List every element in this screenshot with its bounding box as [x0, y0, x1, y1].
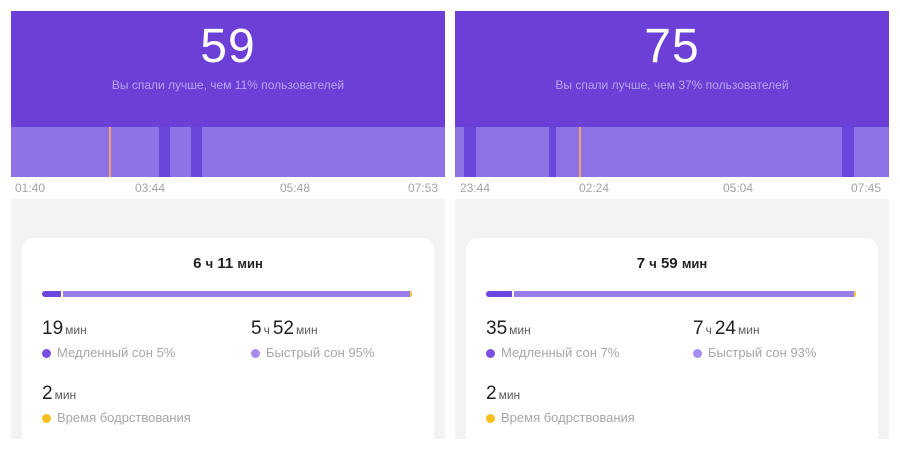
light-sleep-stat: 7 ч 24 мин Быстрый сон 93%	[693, 318, 816, 361]
total-sleep-duration: 7 ч 59 мин	[466, 255, 878, 272]
tick-label: 05:04	[723, 181, 754, 195]
minutes-unit: мин	[737, 323, 760, 337]
sleep-panel-left: 59 Вы спали лучше, чем 11% пользователей…	[11, 11, 445, 439]
hours-unit: ч	[205, 256, 214, 271]
deep-sleep-label: Медленный сон 5%	[57, 345, 176, 360]
sleep-panel-right: 75 Вы спали лучше, чем 37% пользователей…	[455, 11, 889, 439]
bar-light-sleep	[514, 291, 854, 297]
sleep-timeline[interactable]	[455, 127, 889, 177]
minutes-unit: мин	[681, 256, 708, 271]
bar-light-sleep	[63, 291, 410, 297]
awake-stat: 2 мин Время бодрствования	[486, 383, 635, 426]
deep-sleep-label: Медленный сон 7%	[501, 345, 620, 360]
deep-sleep-value: 19	[42, 318, 64, 339]
hours-unit: ч	[705, 323, 712, 337]
tick-label: 07:53	[408, 181, 439, 195]
timeline-axis: 23:44 02:24 05:04 07:45	[455, 177, 889, 199]
light-sleep-hours: 5	[251, 318, 262, 339]
sleep-score: 75	[644, 20, 700, 73]
bar-awake	[854, 291, 856, 297]
bar-gap	[61, 291, 63, 297]
timeline-axis: 01:40 03:44 05:48 07:53	[11, 177, 445, 199]
minutes-unit: мин	[295, 323, 318, 337]
deep-sleep-segment	[191, 127, 202, 177]
hours-unit: ч	[649, 256, 657, 271]
hours-unit: ч	[263, 323, 270, 337]
tick-label: 02:24	[579, 181, 610, 195]
deep-sleep-stat: 35 мин Медленный сон 7%	[486, 318, 619, 361]
light-sleep-dot-icon	[693, 348, 702, 358]
sleep-summary-card: 6 ч 11 мин 19 мин Медленный сон 5% 5 ч 52 ми…	[22, 238, 434, 439]
score-header: 75 Вы спали лучше, чем 37% пользователей	[455, 11, 889, 127]
light-sleep-dot-icon	[251, 348, 260, 358]
awake-dot-icon	[42, 413, 51, 423]
awake-label: Время бодрствования	[57, 410, 191, 425]
light-sleep-hours: 7	[693, 318, 704, 339]
light-sleep-label: Быстрый сон 95%	[266, 345, 375, 360]
total-minutes: 11	[217, 255, 234, 272]
awake-dot-icon	[486, 413, 495, 423]
awake-unit: мин	[54, 388, 77, 402]
deep-sleep-value: 35	[486, 318, 508, 339]
deep-sleep-dot-icon	[486, 348, 495, 358]
score-comparison: Вы спали лучше, чем 11% пользователей	[111, 78, 345, 92]
deep-sleep-unit: мин	[65, 323, 87, 337]
sleep-timeline[interactable]	[11, 127, 445, 177]
tick-label: 03:44	[135, 181, 166, 195]
deep-sleep-segment	[549, 127, 556, 177]
deep-sleep-dot-icon	[42, 348, 51, 358]
deep-sleep-segment	[159, 127, 170, 177]
light-sleep-minutes: 52	[272, 318, 294, 339]
score-comparison: Вы спали лучше, чем 37% пользователей	[555, 78, 789, 92]
deep-sleep-unit: мин	[509, 323, 531, 337]
awake-stat: 2 мин Время бодрствования	[42, 383, 191, 426]
sleep-phase-bar	[486, 291, 856, 297]
bar-deep-sleep	[486, 291, 512, 297]
total-hours: 7	[636, 255, 646, 272]
score-header: 59 Вы спали лучше, чем 11% пользователей	[11, 11, 445, 127]
deep-sleep-segment	[842, 127, 854, 177]
sleep-phase-bar	[42, 291, 412, 297]
sleep-score: 59	[200, 20, 256, 73]
light-sleep-stat: 5 ч 52 мин Быстрый сон 95%	[251, 318, 374, 361]
deep-sleep-stat: 19 мин Медленный сон 5%	[42, 318, 175, 361]
sleep-summary-card: 7 ч 59 мин 35 мин Медленный сон 7% 7 ч 24 ми…	[466, 238, 878, 439]
awake-unit: мин	[498, 388, 521, 402]
light-sleep-label: Быстрый сон 93%	[708, 345, 817, 360]
bar-deep-sleep	[42, 291, 61, 297]
minutes-unit: мин	[237, 256, 263, 271]
light-sleep-minutes: 24	[714, 318, 736, 339]
tick-label: 01:40	[15, 181, 46, 195]
bar-gap	[512, 291, 514, 297]
total-sleep-duration: 6 ч 11 мин	[22, 255, 434, 272]
tick-label: 05:48	[280, 181, 311, 195]
awake-label: Время бодрствования	[501, 410, 635, 425]
tick-label: 07:45	[851, 181, 882, 195]
total-hours: 6	[193, 255, 202, 272]
awake-segment	[579, 127, 581, 177]
bar-awake	[410, 291, 412, 297]
deep-sleep-segment	[464, 127, 476, 177]
awake-value: 2	[42, 383, 53, 404]
tick-label: 23:44	[460, 181, 491, 195]
awake-segment	[109, 127, 111, 177]
total-minutes: 59	[660, 255, 678, 272]
awake-value: 2	[486, 383, 497, 404]
